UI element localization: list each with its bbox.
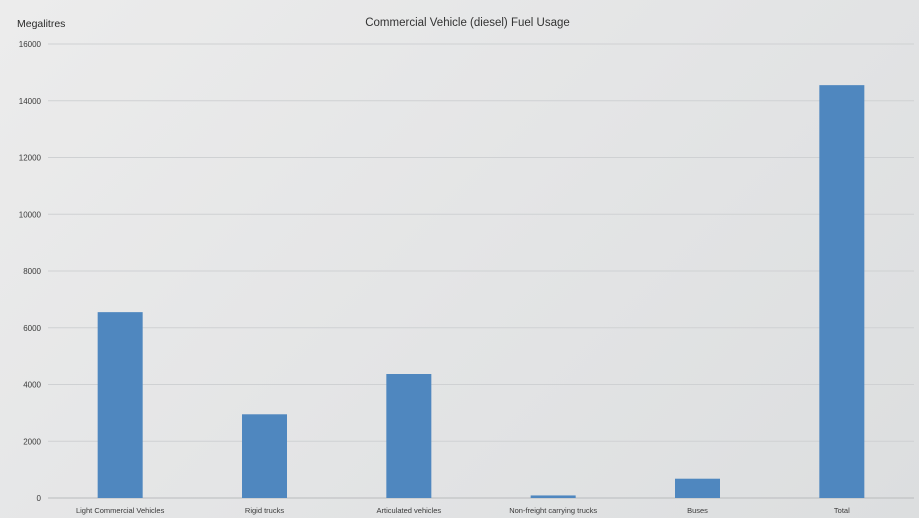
x-category-label: Non-freight carrying trucks xyxy=(509,506,597,515)
y-tick-label: 2000 xyxy=(23,437,41,446)
bar xyxy=(819,85,865,499)
bar xyxy=(386,374,432,498)
x-category-label: Rigid trucks xyxy=(245,506,284,515)
y-tick-label: 8000 xyxy=(23,267,41,276)
y-axis-unit-label: Megalitres xyxy=(17,18,66,30)
bar xyxy=(97,312,143,498)
bar xyxy=(675,478,720,498)
bar xyxy=(530,495,576,498)
bar xyxy=(242,414,287,498)
y-tick-label: 6000 xyxy=(23,324,41,333)
x-category-label: Buses xyxy=(687,506,708,515)
x-category-label: Light Commercial Vehicles xyxy=(76,506,165,515)
y-tick-label: 16000 xyxy=(19,40,42,49)
x-category-label: Articulated vehicles xyxy=(377,506,442,515)
y-tick-label: 12000 xyxy=(19,154,42,163)
chart-title: Commercial Vehicle (diesel) Fuel Usage xyxy=(365,17,570,29)
y-tick-label: 10000 xyxy=(19,210,42,219)
x-category-label: Total xyxy=(834,506,850,515)
y-tick-label: 14000 xyxy=(19,97,42,106)
y-tick-label: 4000 xyxy=(23,381,41,390)
y-tick-label: 0 xyxy=(37,494,42,503)
